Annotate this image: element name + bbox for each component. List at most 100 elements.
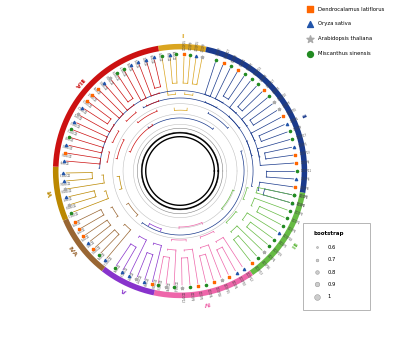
Point — [255, 82, 261, 87]
Point — [291, 144, 297, 149]
Point — [289, 200, 295, 206]
Point — [314, 257, 320, 262]
Text: DlCOP5: DlCOP5 — [197, 290, 202, 300]
Text: DlCOP6: DlCOP6 — [260, 73, 269, 82]
Text: DlCOP5: DlCOP5 — [64, 134, 74, 140]
Text: DlCOP2: DlCOP2 — [296, 202, 306, 209]
Point — [163, 284, 169, 289]
Text: DlCOP9: DlCOP9 — [189, 41, 193, 51]
Point — [292, 184, 299, 190]
Point — [141, 279, 147, 285]
Point — [79, 105, 86, 110]
Text: DlCOP7: DlCOP7 — [246, 62, 255, 72]
Text: DlCOP4: DlCOP4 — [290, 116, 300, 123]
Point — [171, 285, 177, 290]
Point — [187, 52, 194, 57]
Text: DlCOP13: DlCOP13 — [155, 279, 161, 290]
Point — [220, 60, 227, 66]
Point — [280, 223, 286, 228]
Text: III: III — [289, 240, 297, 249]
Point — [126, 273, 132, 278]
Text: DlCOP10: DlCOP10 — [237, 276, 246, 287]
Text: DlCOP13: DlCOP13 — [253, 265, 263, 276]
Text: DlCOP17: DlCOP17 — [120, 64, 128, 76]
Point — [61, 158, 67, 163]
Text: DlCOP15: DlCOP15 — [195, 40, 200, 51]
Point — [89, 92, 95, 97]
Text: DlCOP7: DlCOP7 — [125, 271, 133, 281]
Text: DlCOP7: DlCOP7 — [282, 100, 292, 108]
Point — [62, 150, 68, 156]
Text: DlCOP9: DlCOP9 — [59, 158, 69, 163]
Point — [62, 186, 68, 192]
Text: DlCOP12: DlCOP12 — [244, 272, 254, 283]
Point — [286, 208, 293, 214]
Text: DlCOP9: DlCOP9 — [151, 53, 157, 63]
Point — [72, 219, 78, 225]
Point — [112, 265, 118, 271]
Point — [149, 281, 155, 287]
Point — [193, 53, 200, 58]
Point — [128, 63, 134, 68]
Text: Arabidopsis thaliana: Arabidopsis thaliana — [318, 36, 372, 41]
Text: DlCOP1: DlCOP1 — [298, 194, 308, 200]
Text: DlCOP9: DlCOP9 — [189, 291, 193, 301]
Text: DlCOP1: DlCOP1 — [83, 238, 93, 247]
Text: DlCOP4: DlCOP4 — [230, 280, 237, 290]
Point — [314, 294, 320, 299]
Point — [255, 255, 261, 260]
Point — [289, 200, 295, 206]
Point — [151, 55, 157, 60]
Text: DlCOP5: DlCOP5 — [296, 202, 306, 209]
Text: DlCOP17: DlCOP17 — [266, 78, 276, 88]
Point — [118, 269, 125, 275]
Point — [195, 284, 202, 289]
Point — [100, 80, 107, 86]
Point — [306, 21, 313, 27]
Point — [154, 283, 161, 288]
Text: DlCOP19: DlCOP19 — [112, 68, 122, 80]
Text: DlCOP8: DlCOP8 — [231, 53, 239, 63]
Text: DlCOP1: DlCOP1 — [135, 57, 142, 67]
Point — [71, 119, 78, 124]
Point — [65, 202, 72, 208]
Text: DlCOP13: DlCOP13 — [300, 150, 311, 156]
Point — [306, 36, 313, 42]
FancyBboxPatch shape — [303, 223, 370, 310]
Text: 0.6: 0.6 — [328, 245, 336, 250]
Text: DlCOP4: DlCOP4 — [301, 177, 310, 182]
Point — [249, 260, 255, 266]
Text: DlCOP2: DlCOP2 — [143, 55, 149, 65]
Text: DlCOP8: DlCOP8 — [301, 160, 310, 165]
Point — [84, 98, 90, 104]
Point — [143, 57, 149, 62]
Text: I: I — [181, 34, 184, 39]
Text: DlCOP7: DlCOP7 — [216, 46, 222, 56]
Point — [233, 270, 240, 276]
Point — [173, 52, 179, 57]
Point — [80, 234, 86, 239]
Text: DlCOP11: DlCOP11 — [301, 169, 312, 173]
Text: DlCOP7: DlCOP7 — [74, 225, 84, 233]
Text: 0.9: 0.9 — [328, 282, 336, 287]
Point — [261, 249, 267, 255]
Text: DlCOP10: DlCOP10 — [99, 78, 109, 89]
Text: IIIA: IIIA — [72, 77, 84, 89]
Text: DlCOP18: DlCOP18 — [60, 186, 72, 192]
Point — [187, 285, 194, 290]
Text: DlCOP4: DlCOP4 — [168, 50, 172, 60]
Point — [266, 93, 272, 99]
Text: 0.7: 0.7 — [328, 257, 336, 262]
Text: DlCOP12: DlCOP12 — [77, 103, 89, 113]
Text: DlCOP5: DlCOP5 — [159, 51, 164, 61]
Text: DlCOP2: DlCOP2 — [298, 194, 308, 200]
Point — [292, 152, 299, 158]
Text: DlCOP3: DlCOP3 — [70, 218, 80, 226]
Text: DlCOP8: DlCOP8 — [111, 263, 119, 273]
Point — [133, 276, 140, 282]
Point — [283, 121, 290, 126]
Text: DlCOP16: DlCOP16 — [59, 179, 70, 184]
Text: DlCOP13: DlCOP13 — [253, 66, 263, 77]
Point — [226, 274, 232, 279]
Point — [291, 193, 297, 198]
